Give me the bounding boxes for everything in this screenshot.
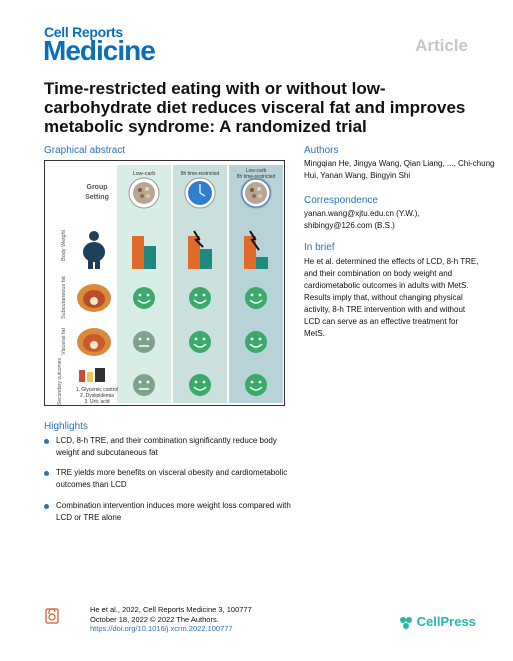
row-label-subcutaneous: Subcutaneous fat	[61, 276, 67, 319]
row-label-body-weight: Body Weight	[61, 229, 67, 261]
smile-face-icon	[245, 374, 267, 396]
authors-heading: Authors	[304, 145, 339, 156]
row-label-visceral: Visceral fat	[61, 327, 67, 355]
open-access-icon	[45, 608, 59, 624]
smile-face-icon	[189, 287, 211, 309]
subcutaneous-scan-image	[77, 284, 111, 312]
plate-icon-lowcarb	[128, 177, 160, 209]
journal-name-line1: Cell Reports	[44, 24, 123, 40]
correspondence-email-2[interactable]: shibingy@126.com (B.S.)	[304, 221, 395, 230]
visceral-scan-image	[77, 328, 111, 356]
journal-name-line2: Medicine	[43, 35, 156, 66]
in-brief-heading: In brief	[304, 242, 335, 253]
citation-line-2: October 18, 2022 © 2022 The Authors.	[90, 614, 219, 624]
secondary-outcome-1: 1. Glycemic control	[76, 387, 119, 393]
column-header-lowcarb: Low-carb	[133, 171, 156, 177]
bullet-icon	[44, 439, 49, 444]
group-setting-label-1: Group	[87, 184, 108, 191]
highlight-item: TRE yields more benefits on visceral obe…	[44, 467, 294, 491]
smile-face-icon	[133, 287, 155, 309]
graphical-abstract-heading: Graphical abstract	[44, 145, 126, 156]
weight-bars-tre	[188, 230, 212, 269]
clock-icon-tre	[184, 177, 216, 209]
bullet-icon	[44, 504, 49, 509]
column-header-tre: 8h time-restricted	[181, 171, 220, 177]
citation-footer: He et al., 2022, Cell Reports Medicine 3…	[90, 605, 252, 634]
smile-face-icon	[245, 331, 267, 353]
highlight-item: LCD, 8-h TRE, and their combination sign…	[44, 435, 294, 459]
graphical-abstract-figure: Low-carb 8h time-restricted Low-carb 8h …	[44, 160, 285, 406]
correspondence-heading: Correspondence	[304, 195, 378, 206]
neutral-face-icon	[133, 331, 155, 353]
highlight-text: Combination intervention induces more we…	[56, 501, 291, 522]
highlight-text: TRE yields more benefits on visceral obe…	[56, 468, 288, 489]
person-icon	[83, 231, 105, 269]
in-brief-text: He et al. determined the effects of LCD,…	[304, 257, 479, 338]
authors-list: Mingqian He, Jingya Wang, Qian Liang, ..…	[304, 159, 495, 180]
doi-link[interactable]: https://doi.org/10.1016/j.xcrm.2022.1007…	[90, 624, 233, 633]
column-header-combo-line1: Low-carb	[246, 168, 267, 174]
plate-clock-icon-combo	[240, 177, 272, 209]
highlight-item: Combination intervention induces more we…	[44, 500, 294, 524]
weight-bars-lowcarb	[132, 236, 156, 269]
article-type-label: Article	[415, 36, 468, 55]
weight-bars-combo	[244, 230, 268, 269]
correspondence-email-1[interactable]: yanan.wang@xjtu.edu.cn (Y.W.),	[304, 209, 420, 218]
publisher-logo[interactable]: CellPress	[399, 614, 476, 630]
smile-face-icon	[189, 374, 211, 396]
paper-title: Time-restricted eating with or without l…	[44, 79, 466, 136]
group-setting-label-2: Setting	[85, 194, 109, 201]
secondary-outcome-3: 3. Uric acid	[84, 399, 109, 405]
highlight-text: LCD, 8-h TRE, and their combination sign…	[56, 436, 277, 457]
highlights-heading: Highlights	[44, 421, 88, 432]
publisher-name: CellPress	[416, 614, 476, 629]
bullet-icon	[44, 471, 49, 476]
smile-face-icon	[189, 331, 211, 353]
column-header-combo-line2: 8h time-restricted	[237, 174, 276, 180]
smile-face-icon	[245, 287, 267, 309]
neutral-face-icon	[133, 374, 155, 396]
lab-equipment-icon	[79, 368, 105, 382]
cellpress-logo-icon	[400, 616, 412, 629]
secondary-outcome-2: 2. Dyslipidemia	[80, 393, 114, 399]
citation-line-1: He et al., 2022, Cell Reports Medicine 3…	[90, 605, 252, 614]
graphical-abstract-svg: Low-carb 8h time-restricted Low-carb 8h …	[57, 165, 283, 405]
row-label-secondary: Secondary outcomes	[57, 358, 63, 405]
